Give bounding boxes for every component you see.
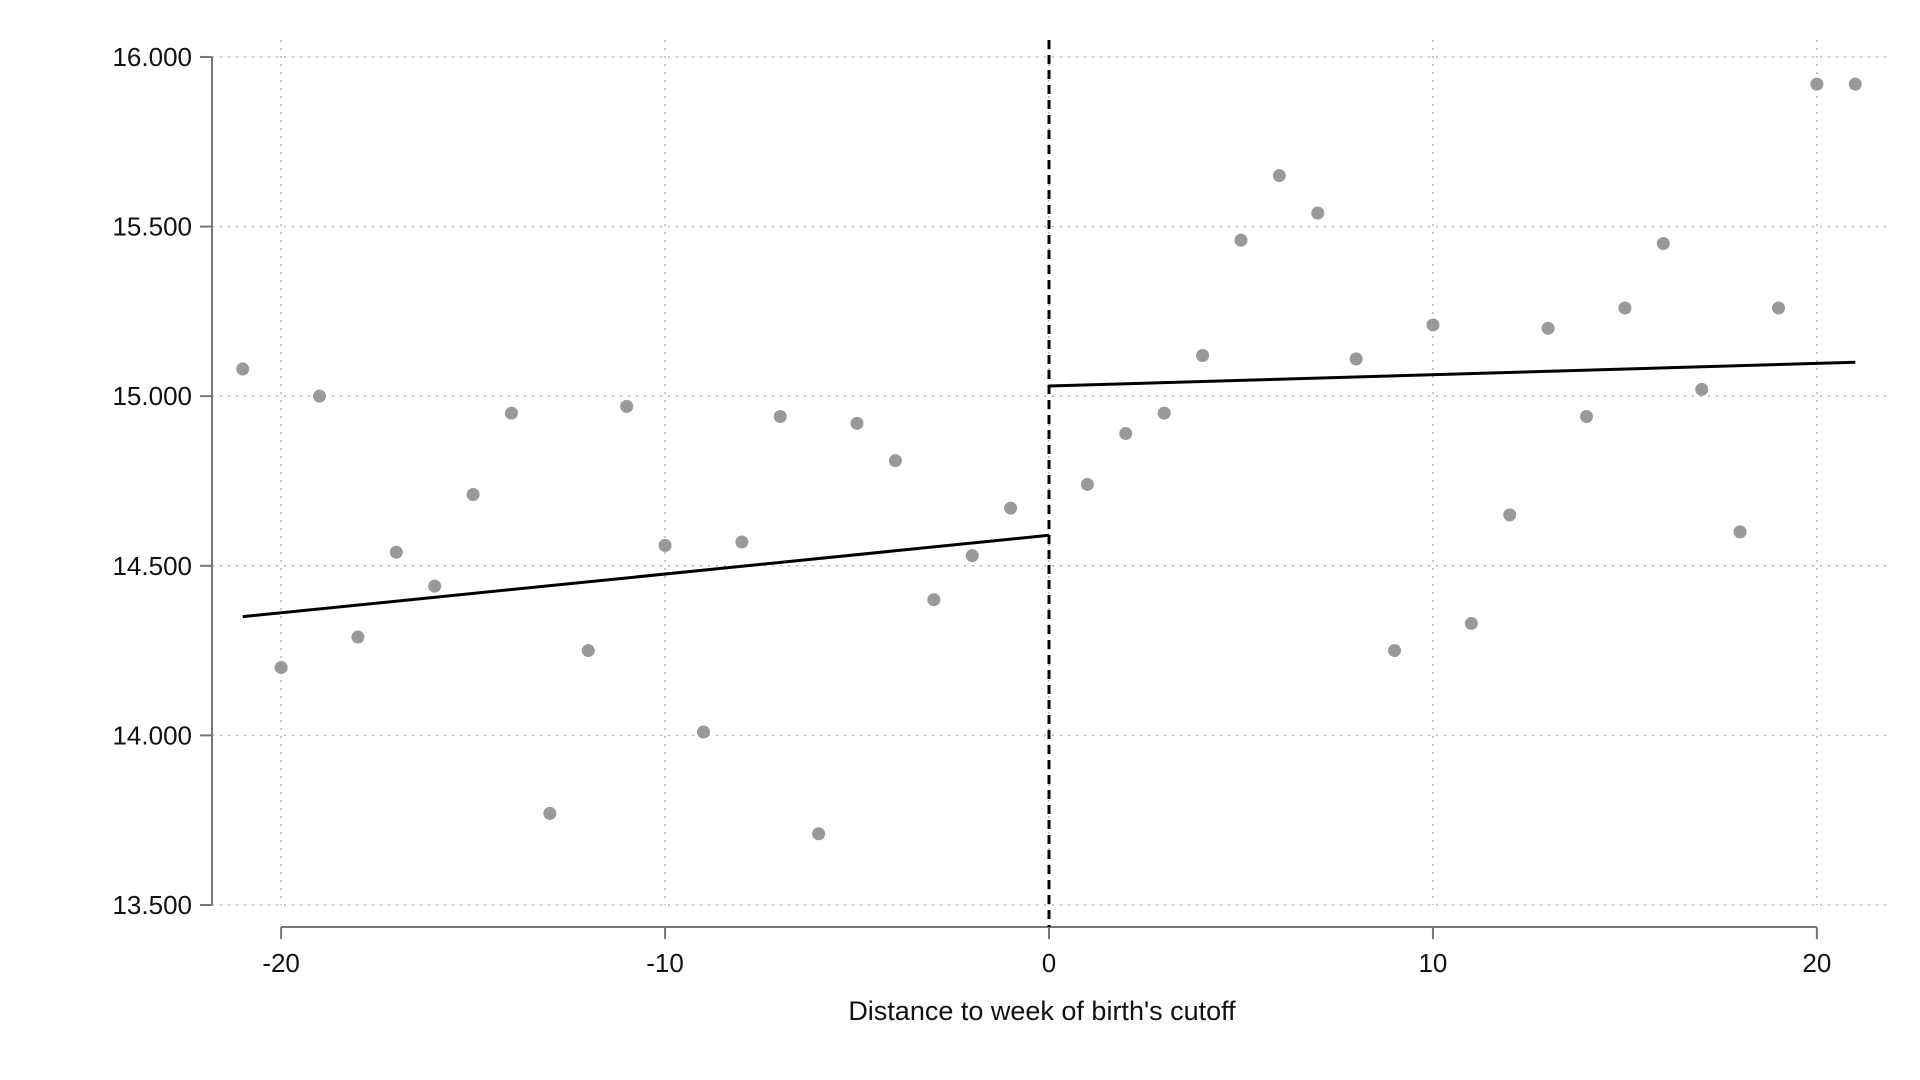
x-tick-label: 0 <box>1042 948 1056 978</box>
data-point <box>1733 525 1747 539</box>
data-point <box>965 549 979 563</box>
data-point <box>313 389 327 403</box>
data-point <box>1004 501 1018 515</box>
data-point <box>773 410 787 424</box>
data-point <box>1426 318 1440 332</box>
fit-line <box>1048 360 1856 388</box>
y-tick-label: 14.500 <box>112 551 192 581</box>
data-point <box>1695 382 1709 396</box>
data-point <box>1157 406 1171 420</box>
data-point <box>1656 237 1670 251</box>
data-point <box>850 416 864 430</box>
data-points <box>236 77 1862 841</box>
y-tick-label: 16.000 <box>112 42 192 72</box>
y-tick-label: 15.500 <box>112 212 192 242</box>
data-point <box>1503 508 1517 522</box>
x-tick-label: 10 <box>1418 948 1447 978</box>
x-tick-label: -20 <box>262 948 300 978</box>
y-tick-label: 13.500 <box>112 890 192 920</box>
data-point <box>236 362 250 376</box>
x-tick-label: -10 <box>646 948 684 978</box>
data-point <box>735 535 749 549</box>
data-point <box>658 538 672 552</box>
axes <box>200 55 1818 939</box>
data-point <box>1771 301 1785 315</box>
data-point <box>1080 477 1094 491</box>
data-point <box>1234 233 1248 247</box>
tick-labels: 13.500 14.000 14.500 15.000 15.500 16.000 -20 -… <box>112 42 1831 978</box>
data-point <box>888 454 902 468</box>
grid-lines <box>212 40 1886 906</box>
data-point <box>696 725 710 739</box>
data-point <box>428 579 442 593</box>
data-point <box>274 661 288 675</box>
data-point <box>1349 352 1363 366</box>
data-point <box>927 593 941 607</box>
fit-lines <box>242 360 1856 619</box>
data-point <box>1196 348 1210 362</box>
data-point <box>351 630 365 644</box>
y-tick-label: 14.000 <box>112 720 192 750</box>
data-point <box>581 644 595 658</box>
data-point <box>543 806 557 820</box>
data-point <box>1464 616 1478 630</box>
data-point <box>389 545 403 559</box>
data-point <box>1580 410 1594 424</box>
data-point <box>1618 301 1632 315</box>
y-tick-label: 15.000 <box>112 381 192 411</box>
data-point <box>1388 644 1402 658</box>
data-point <box>1810 77 1824 91</box>
x-tick-label: 20 <box>1802 948 1831 978</box>
data-point <box>1272 169 1286 183</box>
data-point <box>1311 206 1325 220</box>
data-point <box>466 488 480 502</box>
x-axis-title: Distance to week of birth's cutoff <box>848 996 1236 1026</box>
data-point <box>620 399 634 413</box>
fit-line <box>242 533 1050 619</box>
data-point <box>504 406 518 420</box>
data-point <box>812 827 826 841</box>
data-point <box>1848 77 1862 91</box>
data-point <box>1119 426 1133 440</box>
data-point <box>1541 321 1555 335</box>
